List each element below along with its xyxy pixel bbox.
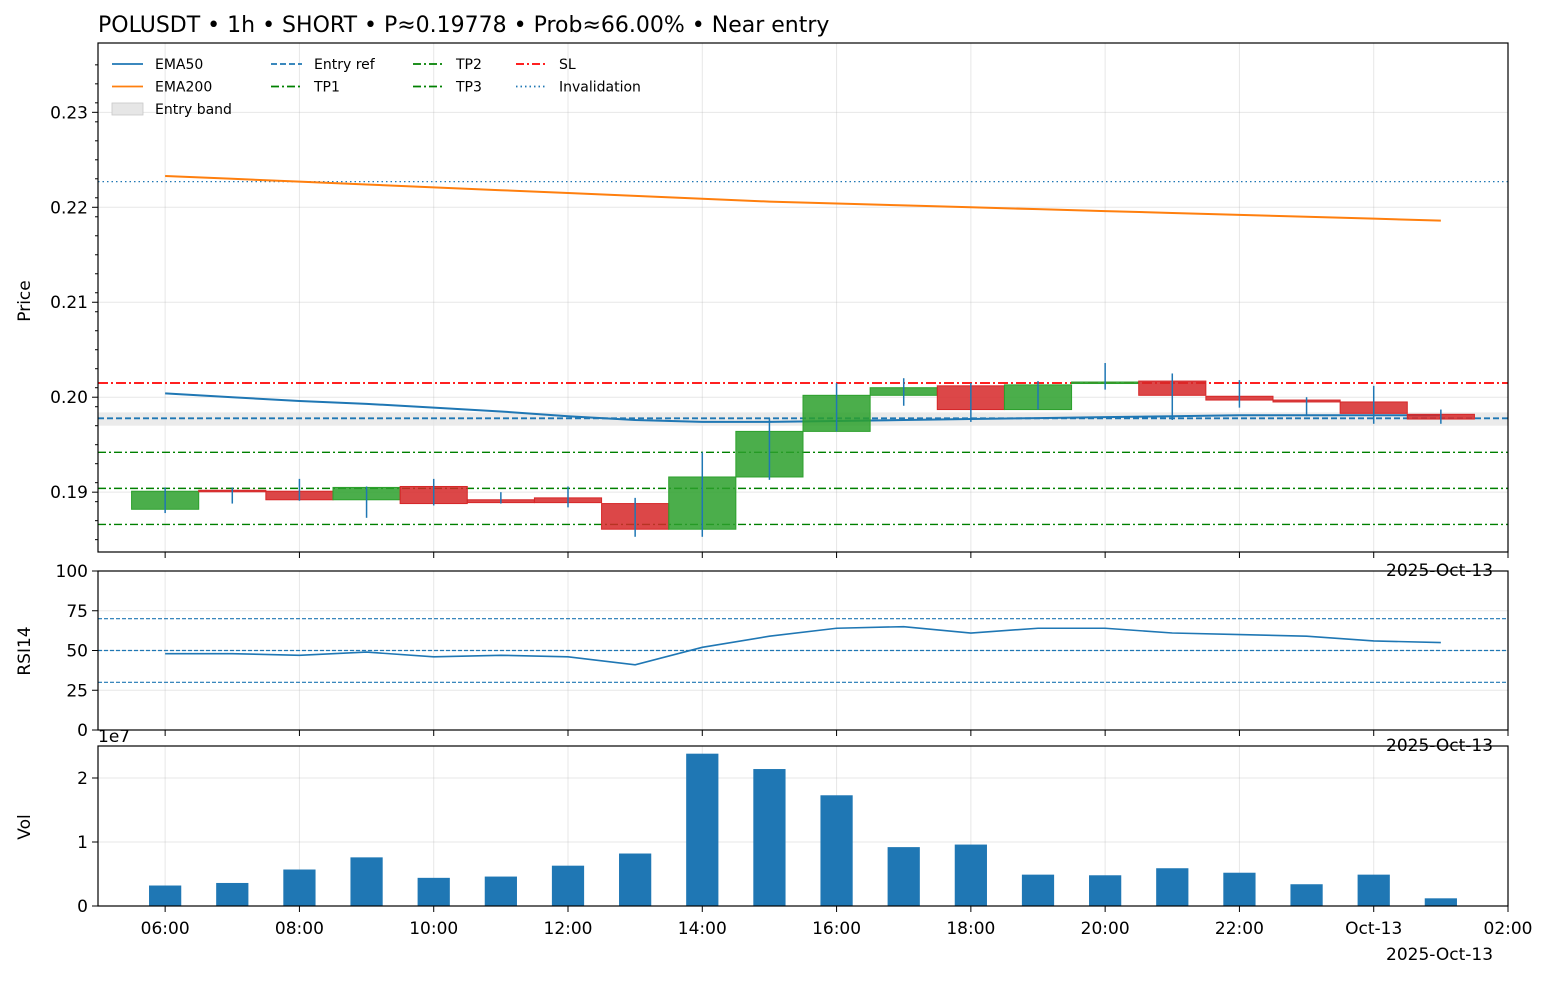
rsi-line — [165, 625, 1441, 666]
volume-bar — [1357, 874, 1390, 906]
volume-bars — [149, 753, 1457, 906]
rsi-series — [165, 625, 1441, 666]
price-ylabel: Price — [15, 280, 35, 321]
ema200-line — [165, 174, 1441, 222]
volume-bar — [283, 869, 316, 906]
legend-swatch — [111, 102, 144, 116]
chart-title: POLUSDT • 1h • SHORT • P≈0.19778 • Prob≈… — [98, 13, 829, 38]
price-ytick-label: 0.19 — [50, 483, 88, 503]
volume-ytick-label: 1 — [77, 833, 88, 853]
volume-bar — [1290, 884, 1323, 906]
price-ema-lines — [165, 174, 1441, 423]
legend-label: TP1 — [313, 80, 340, 96]
volume-bar — [619, 853, 652, 906]
volume-bar — [417, 877, 450, 906]
volume-bar — [1156, 868, 1189, 906]
volume-corner-date: 2025-Oct-13 — [1386, 945, 1493, 965]
price-ytick-label: 0.21 — [50, 293, 88, 313]
legend-label: EMA50 — [155, 57, 203, 73]
x-tick-label: 22:00 — [1215, 919, 1264, 939]
volume-bar — [753, 769, 786, 906]
volume-bar — [686, 753, 719, 906]
volume-axes-frame — [97, 745, 1509, 907]
rsi-ytick-label: 0 — [77, 721, 88, 741]
rsi-ytick-label: 50 — [66, 642, 88, 662]
rsi-ytick-label: 100 — [56, 562, 88, 582]
x-tick-label: 14:00 — [678, 919, 727, 939]
legend-label: EMA200 — [155, 80, 212, 96]
volume-panel: 0 1 2 06:00 08:00 10:00 12:00 14:00 16:00 18:00 20… — [15, 727, 1533, 965]
rsi-ytick-label: 75 — [66, 602, 88, 622]
volume-bar — [1223, 872, 1256, 906]
volume-ylabel: Vol — [15, 814, 35, 839]
volume-bar — [887, 847, 920, 906]
rsi-grid — [98, 570, 1509, 731]
volume-bar — [1089, 875, 1122, 906]
x-tick-label: 12:00 — [544, 919, 593, 939]
price-ytick-label: 0.23 — [50, 103, 88, 123]
x-tick-label: 10:00 — [409, 919, 458, 939]
volume-bar — [149, 885, 182, 906]
price-ytick-label: 0.22 — [50, 198, 88, 218]
price-panel: 0.190.200.210.220.23 Price 2025-Oct-13 E… — [15, 42, 1509, 581]
price-ytick-label: 0.20 — [50, 388, 88, 408]
x-tick-label: 06:00 — [141, 919, 190, 939]
price-ticks: 0.19 0.20 0.21 0.22 0.23 — [50, 64, 1509, 558]
legend-label: SL — [559, 57, 576, 73]
volume-ticks: 0 1 2 06:00 08:00 10:00 12:00 14:00 16:00 18:00 20… — [77, 769, 1532, 939]
legend-label: Entry band — [155, 102, 232, 118]
volume-ytick-label: 0 — [77, 897, 88, 917]
volume-bar — [216, 882, 249, 906]
volume-bar — [350, 857, 383, 906]
volume-bar — [820, 795, 853, 906]
rsi-ticks: 0 25 50 75 100 — [56, 562, 1509, 741]
legend: EMA50 EMA200 Entry band Entry ref TP1 TP2 TP3 S… — [111, 57, 641, 118]
price-candles — [131, 363, 1475, 537]
x-tick-label: 08:00 — [275, 919, 324, 939]
legend-label: Entry ref — [314, 57, 376, 73]
volume-ytick-label: 2 — [77, 769, 88, 789]
x-tick-label: 18:00 — [946, 919, 995, 939]
x-tick-label: 02:00 — [1484, 919, 1533, 939]
legend-label: TP2 — [455, 57, 482, 73]
x-tick-label: 20:00 — [1081, 919, 1130, 939]
x-tick-label: 16:00 — [812, 919, 861, 939]
volume-bar — [484, 876, 517, 906]
volume-bar — [1424, 898, 1457, 906]
volume-scale-label: 1e7 — [98, 727, 130, 747]
volume-bar — [551, 865, 585, 906]
volume-bar — [954, 844, 987, 906]
volume-bar — [1021, 874, 1055, 906]
legend-label: Invalidation — [559, 80, 641, 96]
rsi-ylabel: RSI14 — [15, 626, 35, 675]
legend-label: TP3 — [455, 80, 482, 96]
price-axes-frame — [97, 42, 1509, 553]
rsi-ytick-label: 25 — [66, 681, 88, 701]
x-tick-label: Oct-13 — [1345, 919, 1402, 939]
